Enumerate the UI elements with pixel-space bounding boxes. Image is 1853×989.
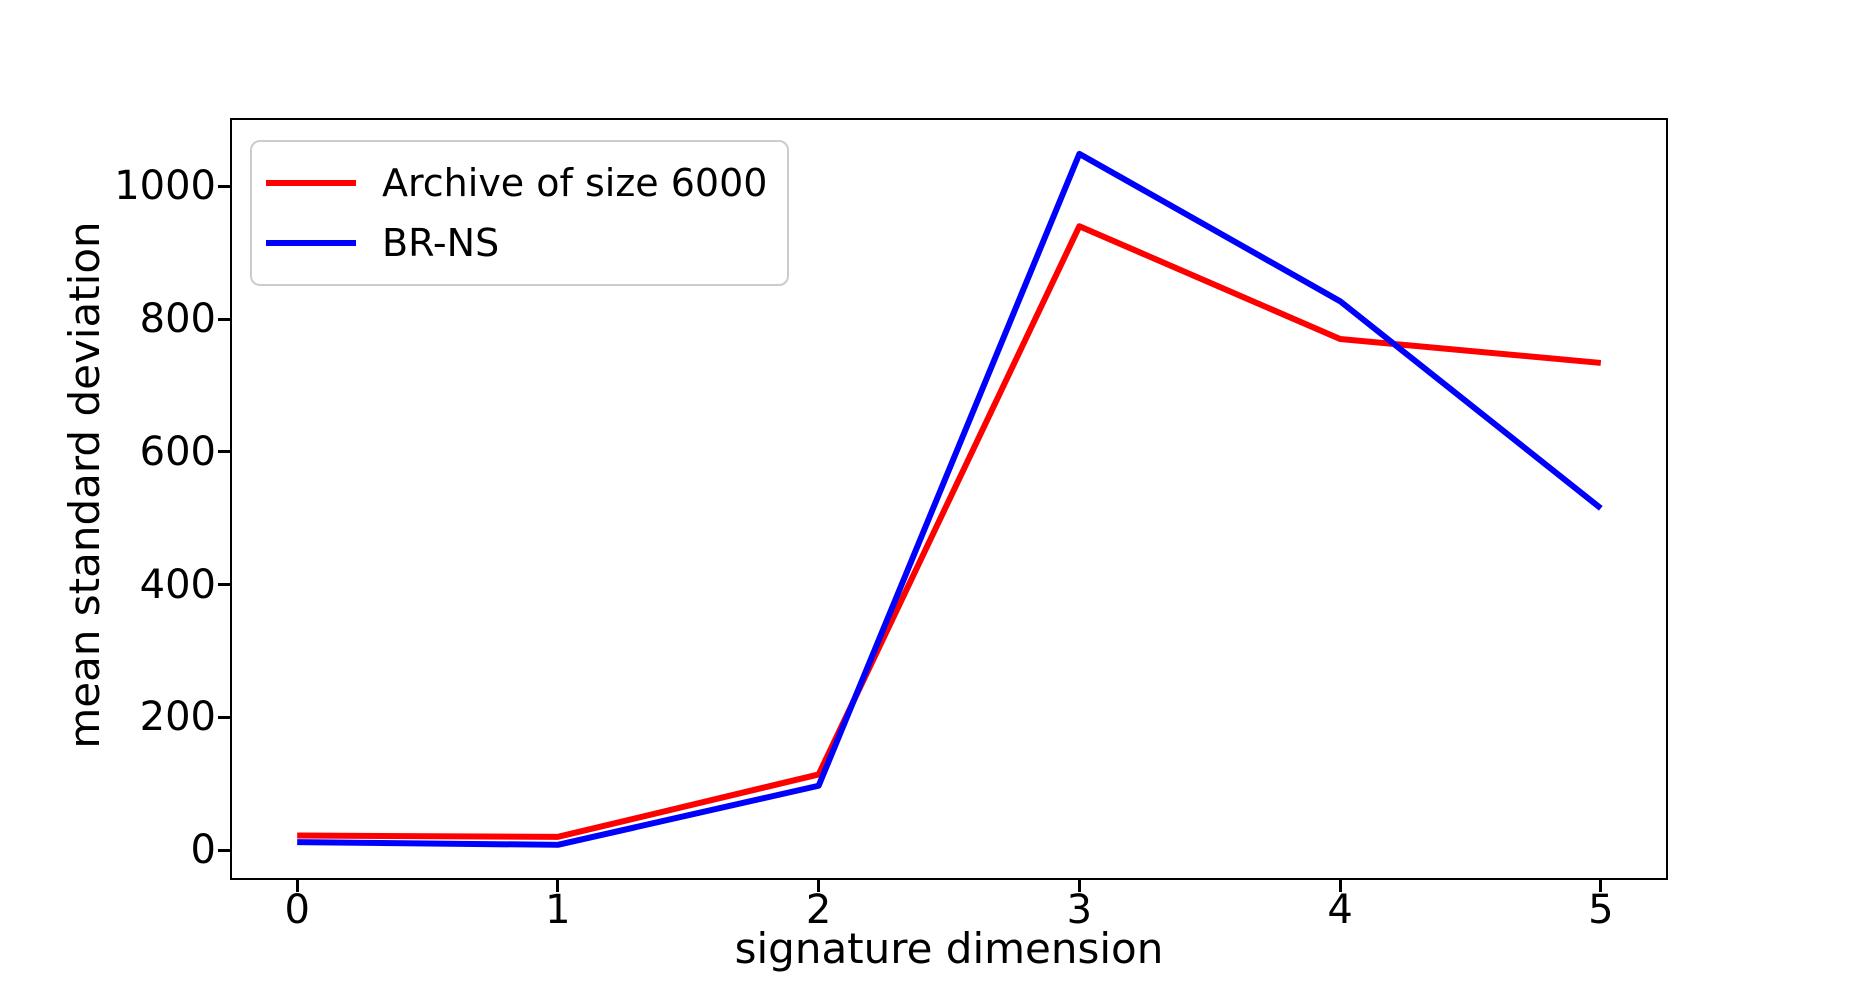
- x-tick-label: 4: [1327, 887, 1353, 933]
- x-tick-mark: [556, 880, 560, 892]
- legend-swatch-brns-line: [266, 240, 356, 246]
- x-tick-mark: [295, 880, 299, 892]
- y-tick-mark: [218, 848, 230, 852]
- x-tick-mark: [1338, 880, 1342, 892]
- legend-swatch-archive-line: [266, 180, 356, 186]
- y-tick-mark: [218, 583, 230, 587]
- y-axis-label: mean standard deviation: [60, 221, 109, 749]
- series-line-1: [297, 150, 1603, 848]
- legend-entry-archive: Archive of size 6000: [266, 158, 767, 208]
- x-axis-label: signature dimension: [734, 924, 1164, 973]
- y-tick-label: 400: [139, 561, 216, 608]
- y-tick-mark: [218, 317, 230, 321]
- x-tick-label: 0: [284, 887, 310, 933]
- y-tick-mark: [218, 184, 230, 188]
- legend: Archive of size 6000 BR-NS: [250, 140, 790, 286]
- x-tick-mark: [1599, 880, 1603, 892]
- y-tick-label: 0: [190, 827, 216, 874]
- y-tick-label: 200: [139, 694, 216, 741]
- series-line-0: [297, 223, 1602, 840]
- x-tick-label: 3: [1066, 887, 1093, 933]
- x-tick-label: 1: [545, 887, 571, 933]
- y-tick-label: 600: [139, 428, 216, 475]
- y-tick-label: 1000: [114, 163, 216, 210]
- x-tick-label: 2: [805, 887, 832, 933]
- x-tick-label: 5: [1588, 887, 1614, 933]
- legend-entry-brns: BR-NS: [266, 218, 767, 268]
- y-tick-mark: [218, 450, 230, 454]
- x-tick-mark: [817, 880, 821, 892]
- legend-label-archive: Archive of size 6000: [382, 161, 768, 205]
- y-tick-label: 800: [139, 296, 216, 343]
- chart-lines: [297, 150, 1603, 848]
- y-tick-mark: [218, 715, 230, 719]
- legend-label-brns: BR-NS: [382, 221, 500, 265]
- x-tick-mark: [1077, 880, 1081, 892]
